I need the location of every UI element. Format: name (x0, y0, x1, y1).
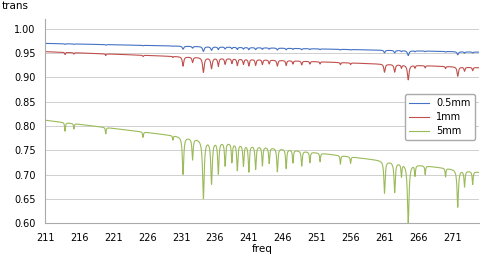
5mm (81, 123, 87, 126)
1mm (154, 54, 160, 57)
5mm (110, 127, 116, 130)
Line: 1mm: 1mm (45, 52, 479, 80)
0.5mm (405, 54, 410, 57)
1mm (476, 66, 482, 69)
0.5mm (159, 44, 165, 47)
0.5mm (110, 43, 116, 46)
X-axis label: freq: freq (252, 244, 272, 255)
5mm (159, 133, 165, 136)
1mm (405, 78, 410, 81)
0.5mm (81, 43, 87, 46)
5mm (476, 171, 482, 174)
1mm (110, 53, 116, 56)
5mm (43, 119, 48, 122)
1mm (81, 51, 87, 55)
Line: 5mm: 5mm (45, 120, 479, 223)
1mm (383, 63, 389, 67)
0.5mm (94, 43, 100, 46)
5mm (383, 162, 389, 165)
1mm (159, 54, 165, 57)
Legend: 0.5mm, 1mm, 5mm: 0.5mm, 1mm, 5mm (404, 94, 474, 140)
0.5mm (476, 51, 482, 54)
0.5mm (383, 49, 389, 52)
Y-axis label: trans: trans (1, 1, 29, 11)
0.5mm (154, 44, 160, 47)
0.5mm (43, 42, 48, 45)
1mm (43, 50, 48, 53)
5mm (94, 125, 100, 128)
1mm (94, 52, 100, 55)
5mm (405, 221, 410, 224)
Line: 0.5mm: 0.5mm (45, 43, 479, 56)
5mm (154, 132, 160, 135)
